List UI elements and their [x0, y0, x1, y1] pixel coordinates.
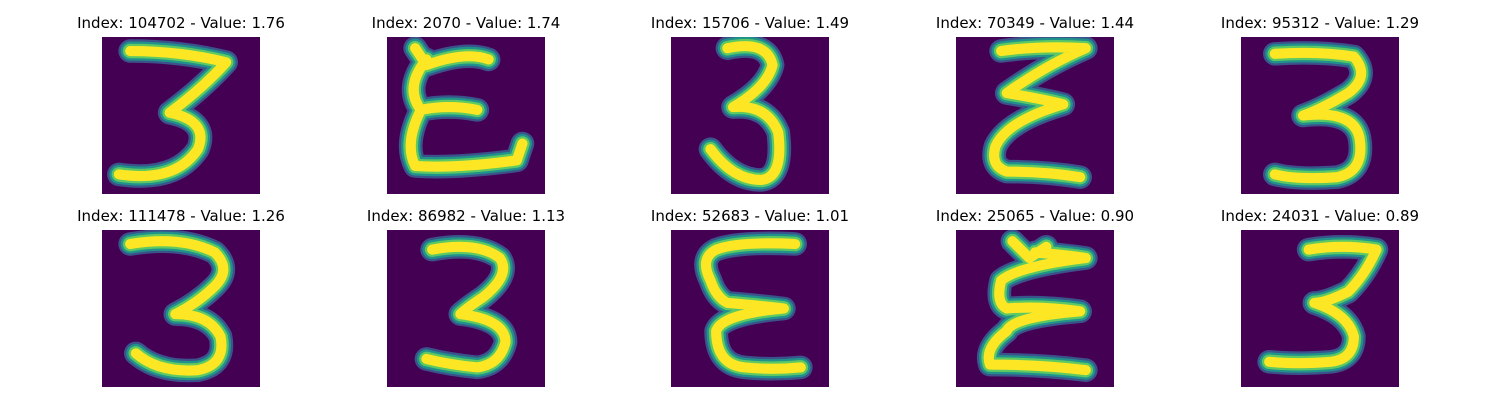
panel-title: Index: 15706 - Value: 1.49: [650, 14, 850, 32]
digit-bitmap: [956, 230, 1114, 387]
digit-image: [1241, 230, 1399, 387]
image-panel: Index: 70349 - Value: 1.44: [915, 12, 1155, 202]
digit-image: [956, 230, 1114, 387]
image-panel: Index: 25065 - Value: 0.90: [915, 205, 1155, 395]
digit-bitmap: [1241, 37, 1399, 194]
panel-title: Index: 25065 - Value: 0.90: [935, 207, 1135, 225]
digit-bitmap: [102, 230, 260, 387]
panel-title: Index: 104702 - Value: 1.76: [77, 14, 285, 32]
stroke-core: [989, 42, 1091, 183]
panel-title: Index: 2070 - Value: 1.74: [371, 14, 561, 32]
panel-title: Index: 24031 - Value: 0.89: [1220, 207, 1420, 225]
stroke-core: [113, 45, 232, 182]
digit-image: [956, 37, 1114, 194]
image-panel: Index: 95312 - Value: 1.29: [1200, 12, 1440, 202]
digit-bitmap: [671, 230, 829, 387]
stroke-core: [1269, 47, 1367, 184]
digit-image: [387, 37, 545, 194]
image-panel: Index: 2070 - Value: 1.74: [346, 12, 586, 202]
stroke-core: [405, 43, 528, 172]
image-panel: Index: 86982 - Value: 1.13: [346, 205, 586, 395]
panel-title: Index: 86982 - Value: 1.13: [366, 207, 566, 225]
digit-image: [102, 37, 260, 194]
digit-image: [671, 230, 829, 387]
panel-title: Index: 111478 - Value: 1.26: [77, 207, 285, 225]
digit-image: [1241, 37, 1399, 194]
image-panel: Index: 111478 - Value: 1.26: [61, 205, 301, 395]
panel-title: Index: 70349 - Value: 1.44: [935, 14, 1135, 32]
digit-image: [671, 37, 829, 194]
stroke-core: [705, 41, 785, 186]
digit-bitmap: [671, 37, 829, 194]
stroke-core: [700, 238, 806, 374]
digit-image: [387, 230, 545, 387]
image-panel: Index: 52683 - Value: 1.01: [630, 205, 870, 395]
panel-title: Index: 52683 - Value: 1.01: [650, 207, 850, 225]
stroke-core: [983, 236, 1091, 376]
stroke-core: [1264, 241, 1382, 369]
image-panel: Index: 104702 - Value: 1.76: [61, 12, 301, 202]
digit-bitmap: [387, 37, 545, 194]
digit-bitmap: [102, 37, 260, 194]
digit-bitmap: [387, 230, 545, 387]
stroke-core: [421, 241, 511, 373]
digit-image: [102, 230, 260, 387]
digit-bitmap: [956, 37, 1114, 194]
digit-bitmap: [1241, 230, 1399, 387]
image-panel: Index: 15706 - Value: 1.49: [630, 12, 870, 202]
stroke-core: [125, 236, 229, 376]
image-panel: Index: 24031 - Value: 0.89: [1200, 205, 1440, 395]
panel-title: Index: 95312 - Value: 1.29: [1220, 14, 1420, 32]
